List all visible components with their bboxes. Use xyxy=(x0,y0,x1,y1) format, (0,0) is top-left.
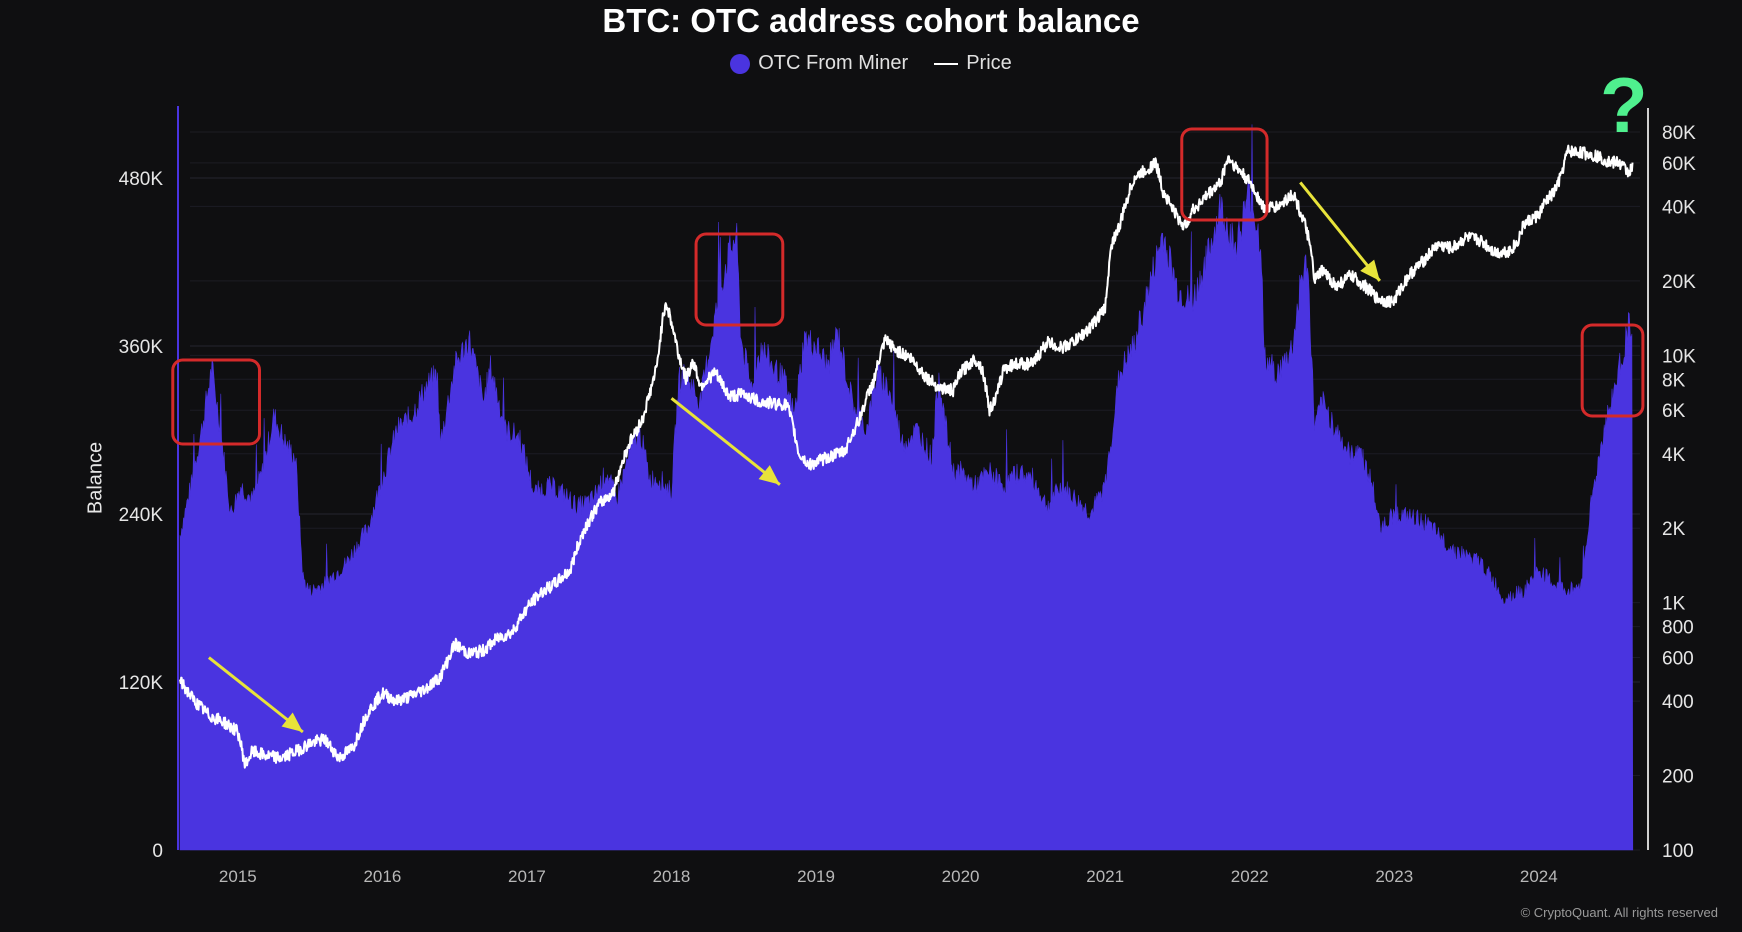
legend-item-price[interactable]: Price xyxy=(934,52,1012,75)
arrow-head-1 xyxy=(281,712,303,732)
x-tick-2016: 2016 xyxy=(363,867,401,886)
y-right-tick-20K: 20K xyxy=(1662,272,1696,293)
legend-label-price: Price xyxy=(966,52,1012,74)
y-left-tick-0: 0 xyxy=(152,841,163,862)
y-right-tick-1K: 1K xyxy=(1662,594,1686,615)
x-tick-2023: 2023 xyxy=(1375,867,1413,886)
arrow-shaft-2 xyxy=(670,397,781,486)
x-tick-2021: 2021 xyxy=(1086,867,1124,886)
legend-item-otc[interactable]: OTC From Miner xyxy=(730,52,908,75)
highlight-box-2 xyxy=(694,232,785,327)
y-left-tick-360K: 360K xyxy=(119,337,164,358)
x-tick-2015: 2015 xyxy=(219,867,257,886)
y-right-tick-80K: 80K xyxy=(1662,123,1696,144)
y-right-tick-10K: 10K xyxy=(1662,346,1696,367)
y-right-tick-40K: 40K xyxy=(1662,197,1696,218)
y-right-tick-4K: 4K xyxy=(1662,445,1686,466)
chart-title: BTC: OTC address cohort balance xyxy=(602,2,1140,39)
y-right-tick-200: 200 xyxy=(1662,767,1694,788)
x-tick-2024: 2024 xyxy=(1520,867,1558,886)
y-left-tick-240K: 240K xyxy=(119,505,164,526)
legend-label-otc: OTC From Miner xyxy=(758,52,909,74)
question-mark-annotation: ? xyxy=(1600,61,1648,149)
arrow-head-3 xyxy=(1360,259,1380,281)
y-right-tick-6K: 6K xyxy=(1662,401,1686,422)
x-tick-2019: 2019 xyxy=(797,867,835,886)
y-right-tick-2K: 2K xyxy=(1662,519,1686,540)
x-tick-2018: 2018 xyxy=(653,867,691,886)
highlight-box-4 xyxy=(1580,323,1645,418)
y-right-tick-800: 800 xyxy=(1662,618,1694,639)
y-right-tick-60K: 60K xyxy=(1662,154,1696,175)
x-tick-2022: 2022 xyxy=(1231,867,1269,886)
arrow-shaft-3 xyxy=(1299,181,1381,282)
highlight-box-3 xyxy=(1180,127,1269,222)
otc-balance-area xyxy=(179,124,1634,851)
y-left-tick-480K: 480K xyxy=(119,169,164,190)
y-right-tick-8K: 8K xyxy=(1662,370,1686,391)
x-tick-2020: 2020 xyxy=(942,867,980,886)
highlight-box-1 xyxy=(171,358,262,446)
x-tick-2017: 2017 xyxy=(508,867,546,886)
price-line xyxy=(179,144,1634,769)
y-right-tick-100: 100 xyxy=(1662,841,1694,862)
chart-legend: OTC From Miner Price xyxy=(0,52,1742,75)
legend-swatch-otc xyxy=(730,53,751,74)
copyright-credit: © CryptoQuant. All rights reserved xyxy=(1520,905,1718,920)
y-right-tick-600: 600 xyxy=(1662,649,1694,670)
arrow-head-2 xyxy=(758,465,780,485)
y-right-tick-400: 400 xyxy=(1662,692,1694,713)
y-left-tick-120K: 120K xyxy=(119,673,164,694)
legend-swatch-price xyxy=(934,62,959,65)
